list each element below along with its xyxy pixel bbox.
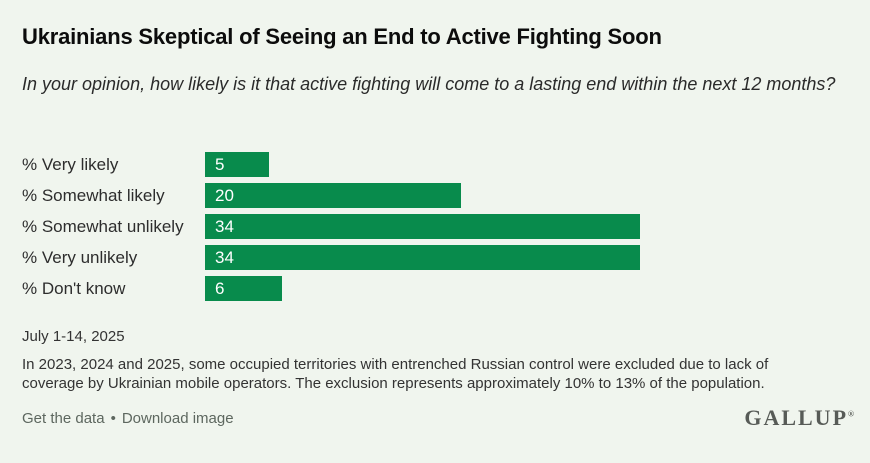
download-image-link[interactable]: Download image — [121, 409, 234, 427]
bar-value-label: 5 — [215, 154, 225, 174]
bar-chart: % Very likely 5% Somewhat likely 20% Somew… — [22, 152, 640, 307]
bar-4[interactable]: 6 — [205, 276, 282, 301]
category-label: % Very likely — [22, 154, 119, 174]
footer: Get the data • Download image GALLUP® — [22, 403, 854, 433]
survey-date: July 1-14, 2025 — [22, 328, 125, 345]
gallup-wordmark: GALLUP — [744, 405, 849, 430]
category-label: % Somewhat likely — [22, 185, 165, 205]
chart-title: Ukrainians Skeptical of Seeing an End to… — [22, 24, 662, 49]
category-label: % Somewhat unlikely — [22, 216, 184, 236]
chart-row: % Very likely 5 — [22, 152, 640, 177]
link-separator: • — [110, 409, 116, 427]
get-the-data-link[interactable]: Get the data — [22, 409, 105, 427]
footer-links: Get the data • Download image — [22, 410, 234, 427]
bar-value-label: 20 — [215, 185, 234, 205]
bar-value-label: 34 — [215, 216, 234, 236]
gallup-logo: GALLUP® — [744, 405, 854, 431]
chart-subtitle: In your opinion, how likely is it that a… — [22, 74, 836, 94]
bar-area: 5 — [205, 152, 269, 177]
bar-2[interactable]: 34 — [205, 214, 640, 239]
bar-area: 20 — [205, 183, 461, 208]
bar-area: 6 — [205, 276, 282, 301]
chart-row: % Very unlikely 34 — [22, 245, 640, 270]
bar-value-label: 6 — [215, 278, 225, 298]
category-label: % Don't know — [22, 278, 126, 298]
chart-row: % Somewhat unlikely 34 — [22, 214, 640, 239]
bar-area: 34 — [205, 245, 640, 270]
bar-1[interactable]: 20 — [205, 183, 461, 208]
bar-0[interactable]: 5 — [205, 152, 269, 177]
bar-value-label: 34 — [215, 247, 234, 267]
chart-row: % Don't know 6 — [22, 276, 640, 301]
chart-row: % Somewhat likely 20 — [22, 183, 640, 208]
registered-mark: ® — [848, 409, 854, 419]
category-label: % Very unlikely — [22, 247, 138, 267]
bar-area: 34 — [205, 214, 640, 239]
bar-3[interactable]: 34 — [205, 245, 640, 270]
footnote: In 2023, 2024 and 2025, some occupied te… — [22, 356, 769, 392]
